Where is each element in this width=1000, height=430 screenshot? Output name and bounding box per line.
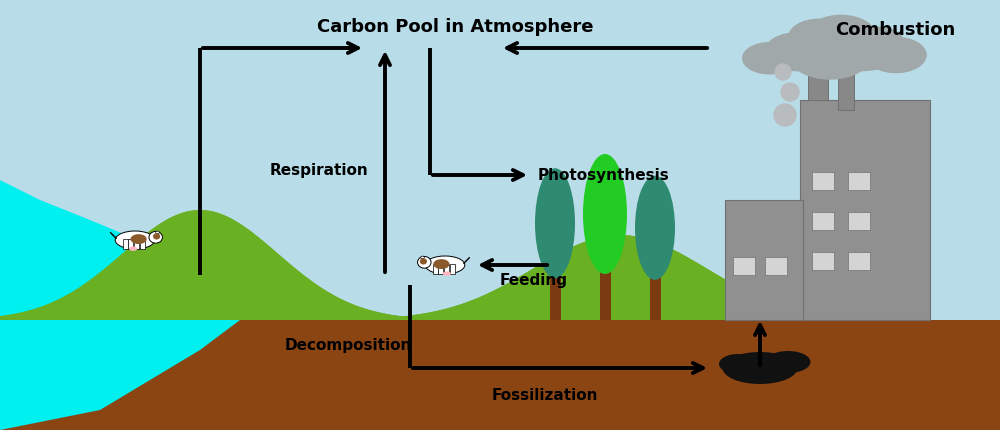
Ellipse shape: [806, 15, 876, 57]
Bar: [550, 270, 560, 320]
Bar: [838, 66, 854, 111]
Text: Carbon Pool in Atmosphere: Carbon Pool in Atmosphere: [317, 18, 593, 36]
Polygon shape: [0, 211, 550, 320]
Ellipse shape: [722, 352, 798, 384]
Bar: [812, 252, 834, 270]
Bar: [800, 101, 930, 320]
Bar: [650, 272, 660, 320]
Ellipse shape: [131, 235, 147, 245]
Bar: [134, 240, 139, 249]
Bar: [450, 264, 455, 274]
Ellipse shape: [719, 354, 757, 374]
Ellipse shape: [129, 247, 137, 251]
Bar: [444, 264, 449, 274]
Bar: [433, 264, 438, 274]
Ellipse shape: [635, 176, 675, 280]
Ellipse shape: [535, 169, 575, 279]
Bar: [128, 240, 133, 249]
Ellipse shape: [418, 257, 431, 268]
Ellipse shape: [425, 256, 465, 274]
Polygon shape: [0, 0, 335, 430]
Bar: [123, 240, 128, 249]
Bar: [438, 264, 443, 274]
Bar: [600, 265, 610, 320]
Ellipse shape: [865, 38, 927, 74]
Ellipse shape: [848, 28, 905, 61]
Ellipse shape: [115, 231, 155, 249]
Ellipse shape: [764, 33, 830, 72]
Bar: [808, 46, 828, 101]
Bar: [733, 258, 755, 275]
Ellipse shape: [788, 19, 850, 56]
Circle shape: [775, 65, 791, 81]
Polygon shape: [0, 211, 550, 320]
Ellipse shape: [742, 43, 797, 75]
Polygon shape: [350, 236, 850, 320]
Bar: [812, 172, 834, 190]
Circle shape: [774, 105, 796, 127]
Ellipse shape: [433, 260, 450, 270]
Bar: [848, 172, 870, 190]
Ellipse shape: [420, 259, 427, 265]
Text: Respiration: Respiration: [270, 163, 369, 178]
Bar: [725, 200, 803, 320]
Bar: [848, 252, 870, 270]
Text: Combustion: Combustion: [835, 21, 955, 39]
Text: Photosynthesis: Photosynthesis: [538, 168, 670, 183]
Ellipse shape: [443, 272, 451, 276]
Ellipse shape: [825, 27, 902, 72]
Bar: [765, 258, 787, 275]
Polygon shape: [350, 236, 850, 320]
Bar: [0, 320, 1000, 430]
Text: Feeding: Feeding: [500, 273, 568, 288]
Text: Fossilization: Fossilization: [492, 387, 598, 402]
Text: Decomposition: Decomposition: [285, 338, 412, 353]
Ellipse shape: [788, 31, 872, 80]
Ellipse shape: [583, 155, 627, 274]
Bar: [812, 212, 834, 230]
Bar: [848, 212, 870, 230]
Circle shape: [781, 84, 799, 102]
Ellipse shape: [153, 234, 160, 240]
Ellipse shape: [156, 231, 159, 234]
Ellipse shape: [149, 232, 162, 243]
Ellipse shape: [766, 351, 810, 373]
Ellipse shape: [421, 256, 424, 259]
Bar: [140, 240, 145, 249]
